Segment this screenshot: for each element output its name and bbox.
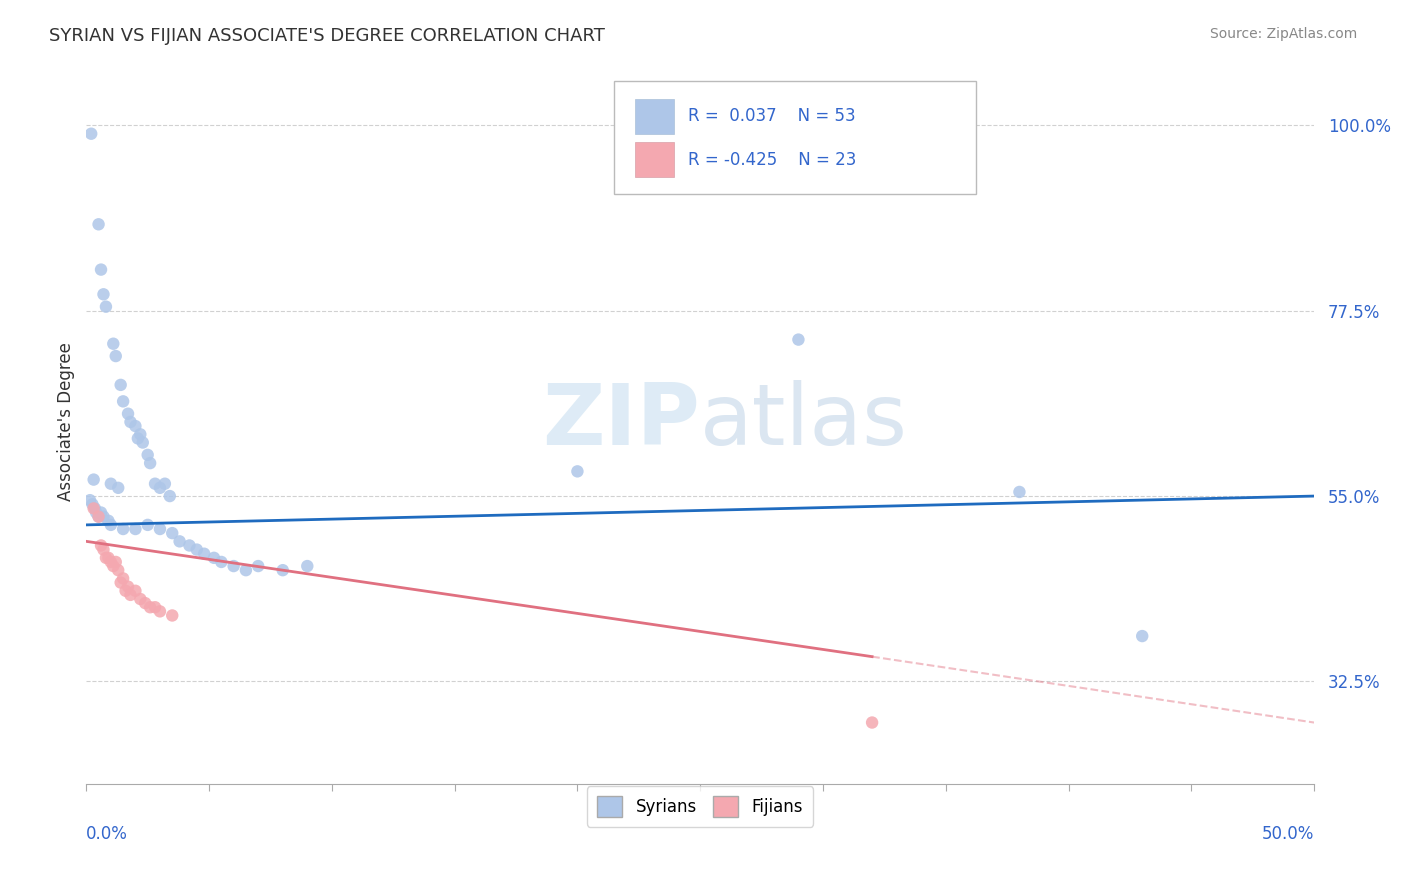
Point [124,583,146,598]
Point [90,539,112,553]
Point [79,493,101,508]
Point [93,287,115,301]
Text: atlas: atlas [700,381,908,464]
Point [110,575,132,590]
Point [222,559,245,574]
Point [87,509,110,524]
Point [100,555,122,569]
Point [159,489,181,503]
Point [112,522,135,536]
Point [97,514,120,528]
Point [80,127,103,141]
Point [104,555,127,569]
Point [186,542,208,557]
Point [297,559,319,574]
Text: 50.0%: 50.0% [1261,825,1315,844]
Point [162,526,184,541]
Point [127,431,149,445]
Text: R =  0.037    N = 53: R = 0.037 N = 53 [688,107,855,125]
Point [103,336,125,351]
Text: Source: ZipAtlas.com: Source: ZipAtlas.com [1209,27,1357,41]
Text: SYRIAN VS FIJIAN ASSOCIATE'S DEGREE CORRELATION CHART: SYRIAN VS FIJIAN ASSOCIATE'S DEGREE CORR… [49,27,605,45]
Point [114,583,136,598]
Point [112,571,135,585]
Point [1130,629,1153,643]
Point [143,476,166,491]
Point [129,427,152,442]
Point [153,476,176,491]
Point [139,600,162,615]
Point [100,476,122,491]
Point [107,563,129,577]
Point [132,435,155,450]
Point [117,580,139,594]
Point [94,300,117,314]
Point [567,464,589,478]
Point [87,217,110,231]
Point [112,394,135,409]
Legend: Syrians, Fijians: Syrians, Fijians [588,787,813,827]
Point [787,333,810,347]
Point [271,563,294,577]
Point [193,547,215,561]
Point [202,550,225,565]
Point [83,501,105,516]
Point [124,419,146,434]
Point [100,517,122,532]
Point [149,604,172,618]
Point [90,262,112,277]
Point [87,509,110,524]
Point [94,550,117,565]
Point [1008,485,1031,500]
Point [90,506,112,520]
Point [143,600,166,615]
Point [149,522,172,536]
Point [103,559,125,574]
Point [83,473,105,487]
Point [107,481,129,495]
Point [860,715,883,730]
Point [129,592,152,607]
Point [117,407,139,421]
Point [235,563,257,577]
Point [134,596,156,610]
Point [169,534,191,549]
Point [84,506,107,520]
Point [136,517,159,532]
Point [149,481,172,495]
Point [162,608,184,623]
Point [139,456,162,470]
Point [83,501,105,516]
FancyBboxPatch shape [636,142,675,177]
Point [120,588,142,602]
Text: 0.0%: 0.0% [86,825,128,844]
Point [97,550,120,565]
Point [110,377,132,392]
Point [209,555,232,569]
Text: ZIP: ZIP [543,381,700,464]
Point [136,448,159,462]
Point [93,509,115,524]
Point [247,559,270,574]
Point [82,497,104,511]
FancyBboxPatch shape [614,81,976,194]
Point [124,522,146,536]
Y-axis label: Associate's Degree: Associate's Degree [58,343,75,501]
Point [93,542,115,557]
FancyBboxPatch shape [636,99,675,134]
Point [104,349,127,363]
Point [179,539,201,553]
Text: R = -0.425    N = 23: R = -0.425 N = 23 [688,151,856,169]
Point [120,415,142,429]
